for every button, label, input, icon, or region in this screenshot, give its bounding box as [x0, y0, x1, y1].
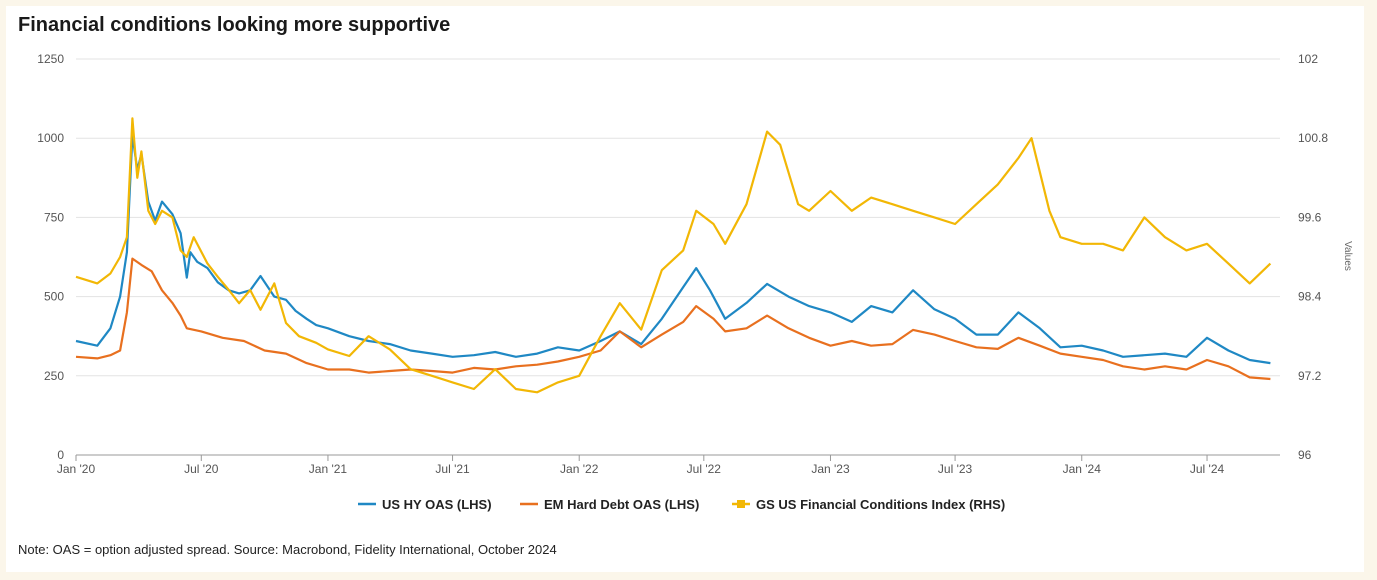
- y-left-tick-label: 1000: [37, 131, 64, 145]
- x-tick-label: Jul '21: [435, 462, 470, 476]
- legend-marker-2: [737, 500, 745, 508]
- y-right-axis-label: Values: [1342, 241, 1353, 271]
- x-tick-label: Jul '24: [1190, 462, 1225, 476]
- x-tick-label: Jan '23: [811, 462, 850, 476]
- source-note: Note: OAS = option adjusted spread. Sour…: [18, 542, 557, 557]
- x-tick-label: Jan '21: [309, 462, 348, 476]
- y-left-tick-label: 0: [57, 448, 64, 462]
- y-right-tick-label: 97.2: [1298, 369, 1322, 383]
- y-right-tick-label: 100.8: [1298, 131, 1328, 145]
- series-line-0: [75, 133, 1271, 365]
- chart-title: Financial conditions looking more suppor…: [18, 14, 451, 36]
- series-line-2: [75, 117, 1272, 394]
- x-tick-label: Jan '22: [560, 462, 599, 476]
- y-left-tick-label: 250: [44, 369, 64, 383]
- legend-label-2: GS US Financial Conditions Index (RHS): [756, 497, 1005, 512]
- y-left-tick-label: 500: [44, 290, 64, 304]
- legend-label-1: EM Hard Debt OAS (LHS): [544, 497, 699, 512]
- y-left-tick-label: 750: [44, 210, 64, 224]
- chart-card: Financial conditions looking more suppor…: [6, 6, 1364, 572]
- y-right-tick-label: 98.4: [1298, 290, 1322, 304]
- x-tick-label: Jan '20: [57, 462, 96, 476]
- x-tick-label: Jul '20: [184, 462, 219, 476]
- x-tick-label: Jan '24: [1063, 462, 1102, 476]
- y-right-tick-label: 96: [1298, 448, 1312, 462]
- x-tick-label: Jul '23: [938, 462, 973, 476]
- series-line-1: [75, 257, 1271, 381]
- x-tick-label: Jul '22: [687, 462, 722, 476]
- y-left-tick-label: 1250: [37, 52, 64, 66]
- y-right-tick-label: 102: [1298, 52, 1318, 66]
- y-right-tick-label: 99.6: [1298, 210, 1322, 224]
- legend-label-0: US HY OAS (LHS): [382, 497, 492, 512]
